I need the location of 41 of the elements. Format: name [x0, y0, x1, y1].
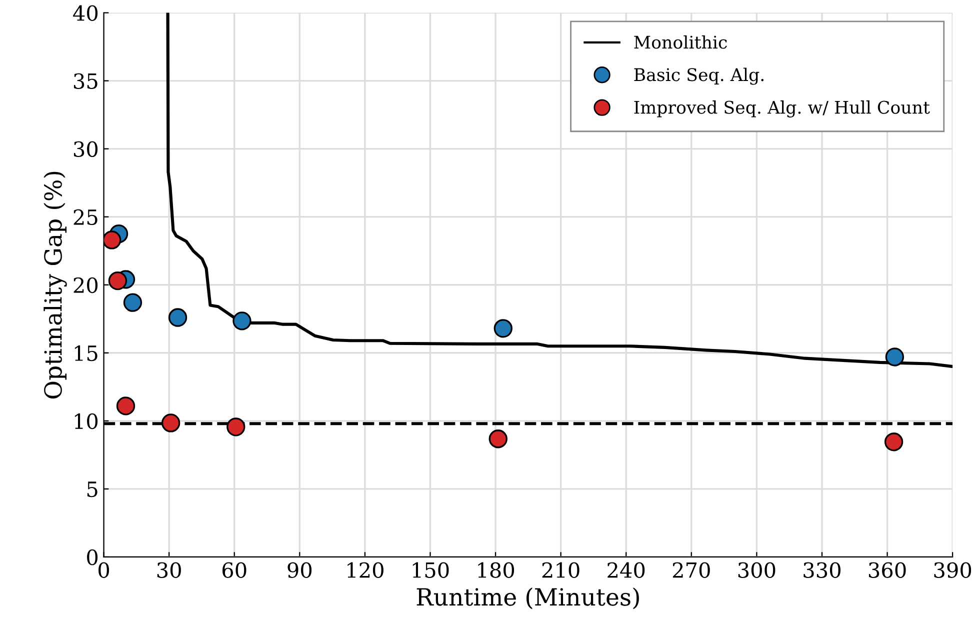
legend-label: Monolithic	[634, 35, 727, 49]
x-axis-title: Runtime (Minutes)	[416, 588, 639, 610]
y-tick-label: 35	[74, 73, 98, 89]
x-tick-label: 30	[157, 562, 181, 578]
y-axis-title: Optimality Gap (%)	[44, 172, 67, 398]
x-tick-label: 180	[478, 562, 514, 578]
x-tick-label: 270	[672, 562, 710, 578]
y-tick-label: 30	[74, 141, 98, 158]
legend-label: Basic Seq. Alg.	[634, 68, 764, 85]
point	[116, 396, 136, 416]
point	[226, 418, 246, 436]
point	[232, 312, 252, 330]
x-tick-label: 150	[412, 562, 449, 578]
y-tick-label: 25	[74, 209, 98, 226]
point	[123, 293, 142, 312]
x-tick-label: 120	[348, 562, 384, 578]
point	[161, 414, 180, 432]
y-tick-label: 40	[73, 5, 98, 21]
x-tick-label: 210	[542, 562, 580, 578]
point	[104, 230, 122, 250]
x-tick-label: 360	[868, 562, 906, 578]
line-series	[166, 12, 953, 368]
point	[884, 432, 904, 452]
y-tick-label: 5	[87, 482, 98, 498]
x-tick-label: 330	[804, 562, 840, 578]
point	[885, 348, 904, 366]
point	[168, 308, 188, 327]
x-tick-label: 90	[288, 562, 312, 578]
y-tick-label: 15	[74, 345, 98, 362]
point	[108, 271, 128, 290]
point	[488, 430, 508, 448]
x-tick-label: 390	[934, 562, 972, 578]
x-tick-label: 300	[738, 562, 776, 578]
y-tick-label: 10	[74, 413, 98, 430]
legend-label: Improved Seq. Alg. w/ Hull Count	[634, 100, 930, 118]
point	[494, 319, 512, 338]
x-tick-label: 60	[222, 562, 246, 578]
y-tick-label: 0	[87, 549, 98, 566]
x-tick-label: 0	[98, 562, 110, 578]
y-tick-label: 20	[74, 277, 98, 294]
x-tick-label: 240	[608, 562, 645, 578]
